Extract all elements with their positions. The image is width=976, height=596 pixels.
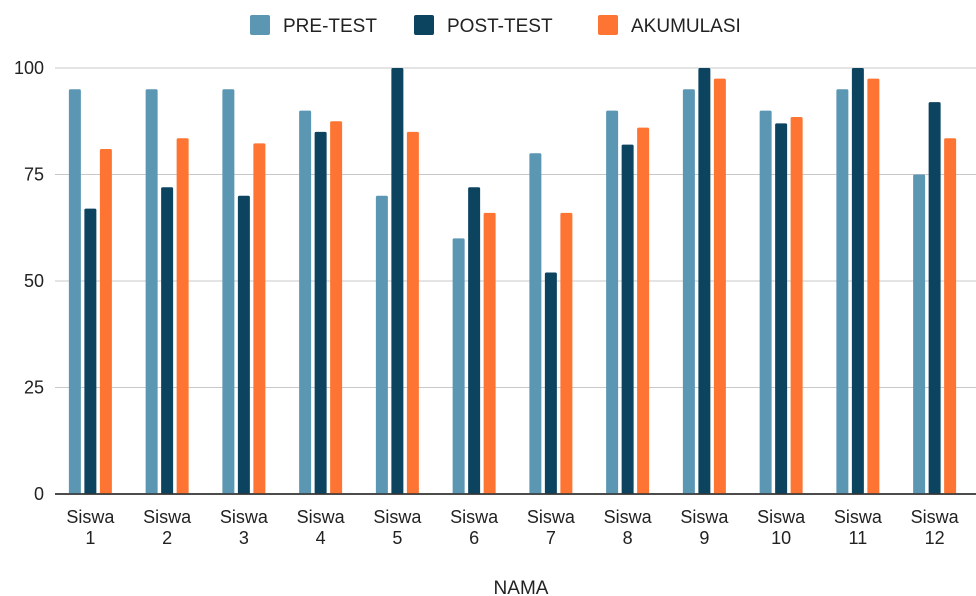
legend-swatch (250, 15, 270, 35)
x-category-label: Siswa 3 (220, 507, 269, 548)
bar-pre-test-10 (759, 110, 772, 494)
y-tick-label: 25 (24, 378, 44, 398)
bar-akumulasi-4 (330, 121, 343, 494)
bar-pre-test-9 (682, 89, 695, 495)
bar-akumulasi-2 (176, 138, 189, 495)
bar-akumulasi-6 (483, 212, 496, 494)
bar-post-test-4 (314, 131, 327, 494)
bars (55, 68, 976, 495)
bar-post-test-5 (391, 68, 404, 494)
bar-pre-test-4 (299, 110, 312, 494)
bar-pre-test-6 (452, 238, 465, 494)
x-axis-title: NAMA (494, 578, 549, 596)
bar-post-test-2 (161, 187, 174, 494)
bar-post-test-3 (237, 195, 250, 495)
x-category-label: Siswa 1 (66, 507, 115, 548)
bar-post-test-10 (775, 123, 788, 494)
bar-akumulasi-12 (944, 138, 957, 495)
bar-akumulasi-7 (560, 212, 573, 494)
bar-pre-test-1 (68, 89, 81, 495)
legend-swatch (414, 15, 434, 35)
legend-label: AKUMULASI (631, 16, 741, 37)
x-category-label: Siswa 4 (297, 507, 346, 548)
bar-post-test-1 (84, 208, 97, 494)
legend-label: PRE-TEST (283, 16, 377, 37)
x-category-label: Siswa 10 (757, 507, 806, 548)
bar-post-test-11 (851, 68, 864, 494)
x-category-label: Siswa 7 (527, 507, 576, 548)
bar-akumulasi-1 (99, 148, 112, 494)
bar-post-test-9 (698, 68, 711, 494)
legend-item-post-test[interactable]: POST-TEST (414, 15, 553, 37)
x-axis-categories: Siswa 1 Siswa 2 Siswa 3 Siswa 4 Siswa 5 Siswa 6 Sisw… (66, 507, 959, 548)
y-tick-label: 0 (34, 484, 44, 504)
x-category-label: Siswa 6 (450, 507, 499, 548)
y-tick-label: 100 (14, 58, 44, 78)
bar-post-test-12 (928, 102, 941, 494)
y-tick-label: 50 (24, 271, 44, 291)
x-category-label: Siswa 11 (834, 507, 883, 548)
x-category-label: Siswa 8 (604, 507, 653, 548)
bar-post-test-6 (468, 187, 481, 494)
legend-item-akumulasi[interactable]: AKUMULASI (598, 15, 741, 37)
bar-post-test-7 (544, 272, 557, 494)
x-category-label: Siswa 2 (143, 507, 192, 548)
bar-akumulasi-8 (637, 127, 650, 494)
bar-akumulasi-11 (867, 78, 880, 495)
bar-akumulasi-10 (790, 116, 803, 495)
y-axis-ticks: 0 25 50 75 100 (14, 58, 44, 504)
bar-pre-test-5 (375, 195, 388, 495)
bar-akumulasi-9 (713, 78, 726, 495)
bar-pre-test-2 (145, 89, 158, 495)
legend-item-pre-test[interactable]: PRE-TEST (250, 15, 377, 37)
bar-pre-test-11 (836, 89, 849, 495)
legend-label: POST-TEST (447, 16, 553, 37)
bar-pre-test-7 (529, 153, 542, 494)
bar-pre-test-3 (222, 89, 235, 495)
bar-pre-test-12 (913, 174, 926, 494)
bar-pre-test-8 (606, 110, 619, 494)
y-tick-label: 75 (24, 165, 44, 185)
x-category-label: Siswa 5 (373, 507, 422, 548)
x-category-label: Siswa 12 (911, 507, 960, 548)
legend[interactable]: PRE-TEST POST-TEST AKUMULASI (250, 15, 741, 37)
bar-akumulasi-3 (253, 143, 266, 495)
legend-swatch (598, 15, 618, 35)
x-category-label: Siswa 9 (680, 507, 729, 548)
bar-post-test-8 (621, 144, 634, 494)
bar-akumulasi-5 (406, 131, 419, 494)
